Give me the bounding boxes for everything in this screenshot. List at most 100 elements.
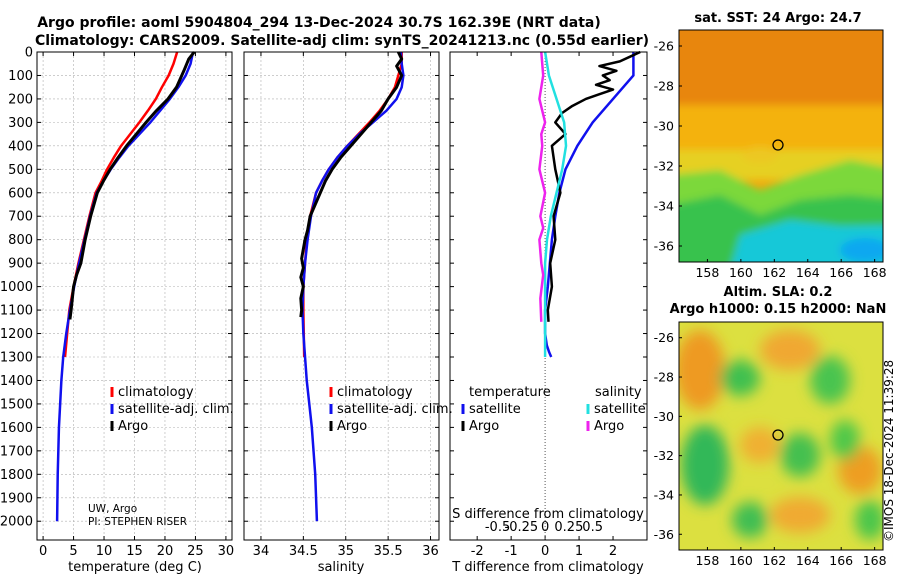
temperature-xlabel: temperature (deg C) (68, 560, 202, 575)
x-tick-label: 0 (39, 544, 47, 559)
map-y-tick-label: -32 (654, 159, 674, 174)
map-y-tick-label: -36 (654, 527, 674, 542)
legend-label-t-argo: Argo (469, 419, 499, 434)
map-y-tick-label: -28 (654, 370, 674, 385)
x2-tick-label: -0.5 (485, 520, 510, 535)
sst-map-frame (678, 29, 884, 263)
map-x-tick-label: 158 (695, 265, 719, 280)
x-tick-label: -2 (471, 544, 484, 559)
map-x-tick-label: 162 (762, 553, 786, 568)
legend-heading-temperature: temperature (469, 385, 551, 400)
y-tick-label: 500 (8, 163, 33, 178)
sla-green-eddy (810, 356, 850, 404)
sla-heatmap (679, 322, 883, 550)
legend-label-climatology: climatology (118, 385, 194, 400)
y-tick-label: 400 (8, 139, 33, 154)
map-x-tick-label: 168 (863, 265, 887, 280)
x-tick-label: 35.5 (374, 544, 403, 559)
sst-mid-band (679, 105, 883, 155)
map-y-tick-label: -34 (654, 487, 674, 502)
attribution-line2: PI: STEPHEN RISER (88, 516, 187, 528)
y-tick-label: 1300 (0, 351, 33, 366)
x2-tick-label: 0 (541, 520, 549, 535)
map-y-tick-label: -30 (654, 119, 674, 134)
y-tick-label: 1400 (0, 374, 33, 389)
x-tick-label: 20 (157, 544, 174, 559)
series-argo (68, 51, 196, 320)
attribution-line1: UW, Argo (88, 503, 137, 515)
x-tick-label: 2 (609, 544, 617, 559)
sla-map-axes: 158 160 162 164 166 168 -26 -28 -30 -32 -34 -36 (654, 330, 887, 568)
sla-orange-patch (770, 497, 830, 533)
y-tick-label: 1500 (0, 397, 33, 412)
main-title-line2: Climatology: CARS2009. Satellite-adj cli… (35, 33, 649, 49)
x-tick-label: 34 (253, 544, 270, 559)
sst-yellow-spot (742, 147, 778, 163)
legend-label-climatology: climatology (337, 385, 413, 400)
legend-heading-salinity: salinity (595, 385, 642, 400)
y-tick-label: 100 (8, 69, 33, 84)
sla-map-title-line1: Altim. SLA: 0.2 (724, 285, 833, 300)
y-tick-label: 0 (25, 46, 33, 61)
t-difference-xlabel: T difference from climatology (451, 560, 644, 575)
x2-tick-label: 0.25 (554, 520, 583, 535)
x-tick-label: -1 (505, 544, 518, 559)
y-tick-label: 900 (8, 257, 33, 272)
sla-green-eddy (681, 425, 729, 505)
sla-map-frame (678, 321, 884, 551)
sla-green-eddy (732, 502, 768, 538)
map-y-tick-label: -32 (654, 448, 674, 463)
sla-green-eddy (830, 420, 860, 460)
series-climatology (302, 52, 403, 358)
series-argo (299, 51, 404, 318)
sla-map-title-line2: Argo h1000: 0.15 h2000: NaN (670, 302, 887, 317)
series-climatology (63, 51, 179, 358)
y-tick-label: 600 (8, 186, 33, 201)
x-tick-label: 35 (337, 544, 354, 559)
y-tick-label: 1200 (0, 327, 33, 342)
map-x-tick-label: 168 (863, 553, 887, 568)
y-tick-label: 800 (8, 233, 33, 248)
sla-argo-marker (772, 429, 784, 441)
legend-label-satellite: satellite-adj. clim. (118, 402, 234, 417)
y-tick-label: 700 (8, 210, 33, 225)
imos-watermark: ©IMOS 18-Dec-2024 11:39:28 (882, 360, 896, 542)
sla-orange-patch (740, 427, 780, 463)
series-s-argo (538, 51, 547, 322)
y-tick-label: 300 (8, 116, 33, 131)
map-x-tick-label: 164 (796, 553, 820, 568)
difference-legend: temperature salinity satellite Argo sate… (461, 385, 646, 434)
temperature-panel: 0100200300400500600700800900100011001200… (0, 46, 234, 560)
legend-label-t-satellite: satellite (469, 402, 521, 417)
x-tick-label: 5 (69, 544, 77, 559)
legend-label-s-argo: Argo (594, 419, 624, 434)
x-tick-label: 10 (96, 544, 113, 559)
map-y-tick-label: -34 (654, 199, 674, 214)
y-tick-label: 1600 (0, 421, 33, 436)
salinity-panel: 34 34.5 35 35.5 36 (243, 51, 440, 559)
sla-orange-patch (679, 330, 725, 410)
x-tick-label: 34.5 (289, 544, 318, 559)
legend-label-satellite: satellite-adj. clim. (337, 402, 453, 417)
difference-panel: -2 -1 0 1 2 -0.5-0.25 0 0.250.5 (449, 50, 648, 559)
sst-map-axes: 158 160 162 164 166 168 -26 -28 -30 -32 -34 -36 (654, 39, 887, 281)
legend-label-argo: Argo (337, 419, 367, 434)
x-tick-label: 30 (218, 544, 235, 559)
sst-argo-marker (772, 139, 784, 151)
y-tick-label: 200 (8, 92, 33, 107)
map-y-tick-label: -28 (654, 79, 674, 94)
x-tick-label: 0 (541, 544, 549, 559)
sla-green-eddy (780, 433, 820, 477)
salinity-legend: climatology satellite-adj. clim. Argo (329, 385, 453, 434)
y-tick-label: 1700 (0, 444, 33, 459)
map-x-tick-label: 158 (695, 553, 719, 568)
map-x-tick-label: 166 (829, 553, 853, 568)
sst-heatmap (679, 30, 883, 262)
map-y-tick-label: -30 (654, 409, 674, 424)
map-x-tick-label: 164 (796, 265, 820, 280)
panel-frame (449, 51, 648, 541)
map-x-tick-label: 160 (729, 553, 753, 568)
main-title-line1: Argo profile: aoml 5904804_294 13-Dec-20… (37, 15, 601, 31)
series-s-satellite (543, 51, 568, 357)
